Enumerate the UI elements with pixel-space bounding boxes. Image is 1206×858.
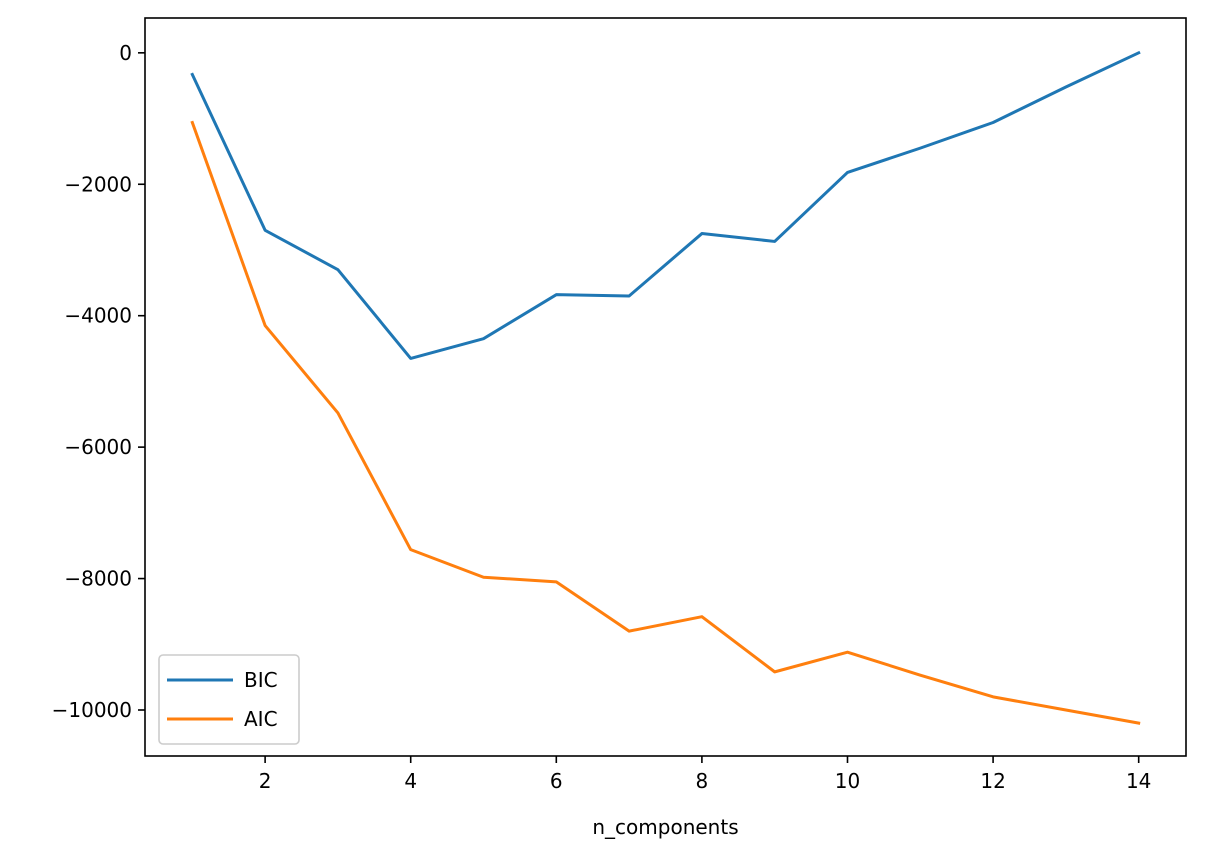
series-line-aic xyxy=(190,120,1141,725)
x-tick-label: 2 xyxy=(259,769,272,793)
x-tick-label: 14 xyxy=(1126,769,1151,793)
y-tick-label: −10000 xyxy=(52,698,132,722)
y-axis-ticks: 0 −2000 −4000 −6000 −8000 −10000 xyxy=(52,41,145,722)
plot-area-background xyxy=(145,18,1186,756)
x-axis-ticks: 2 4 6 8 10 12 14 xyxy=(259,756,1151,793)
legend-label-bic: BIC xyxy=(244,668,278,692)
x-tick-label: 12 xyxy=(980,769,1005,793)
x-tick-label: 8 xyxy=(696,769,709,793)
y-tick-label: 0 xyxy=(119,41,132,65)
y-tick-label: −8000 xyxy=(64,567,132,591)
x-tick-label: 6 xyxy=(550,769,563,793)
plot-frame xyxy=(144,17,1187,757)
legend-frame xyxy=(158,654,300,745)
x-tick-label: 10 xyxy=(835,769,860,793)
y-tick-label: −6000 xyxy=(64,435,132,459)
y-tick-label: −2000 xyxy=(64,172,132,196)
x-tick-label: 4 xyxy=(404,769,417,793)
x-axis-label: n_components xyxy=(592,815,738,839)
series-layer xyxy=(190,50,1141,725)
legend: BIC AIC xyxy=(158,654,300,745)
series-line-bic xyxy=(190,50,1141,360)
legend-label-aic: AIC xyxy=(244,707,278,731)
y-tick-label: −4000 xyxy=(64,304,132,328)
